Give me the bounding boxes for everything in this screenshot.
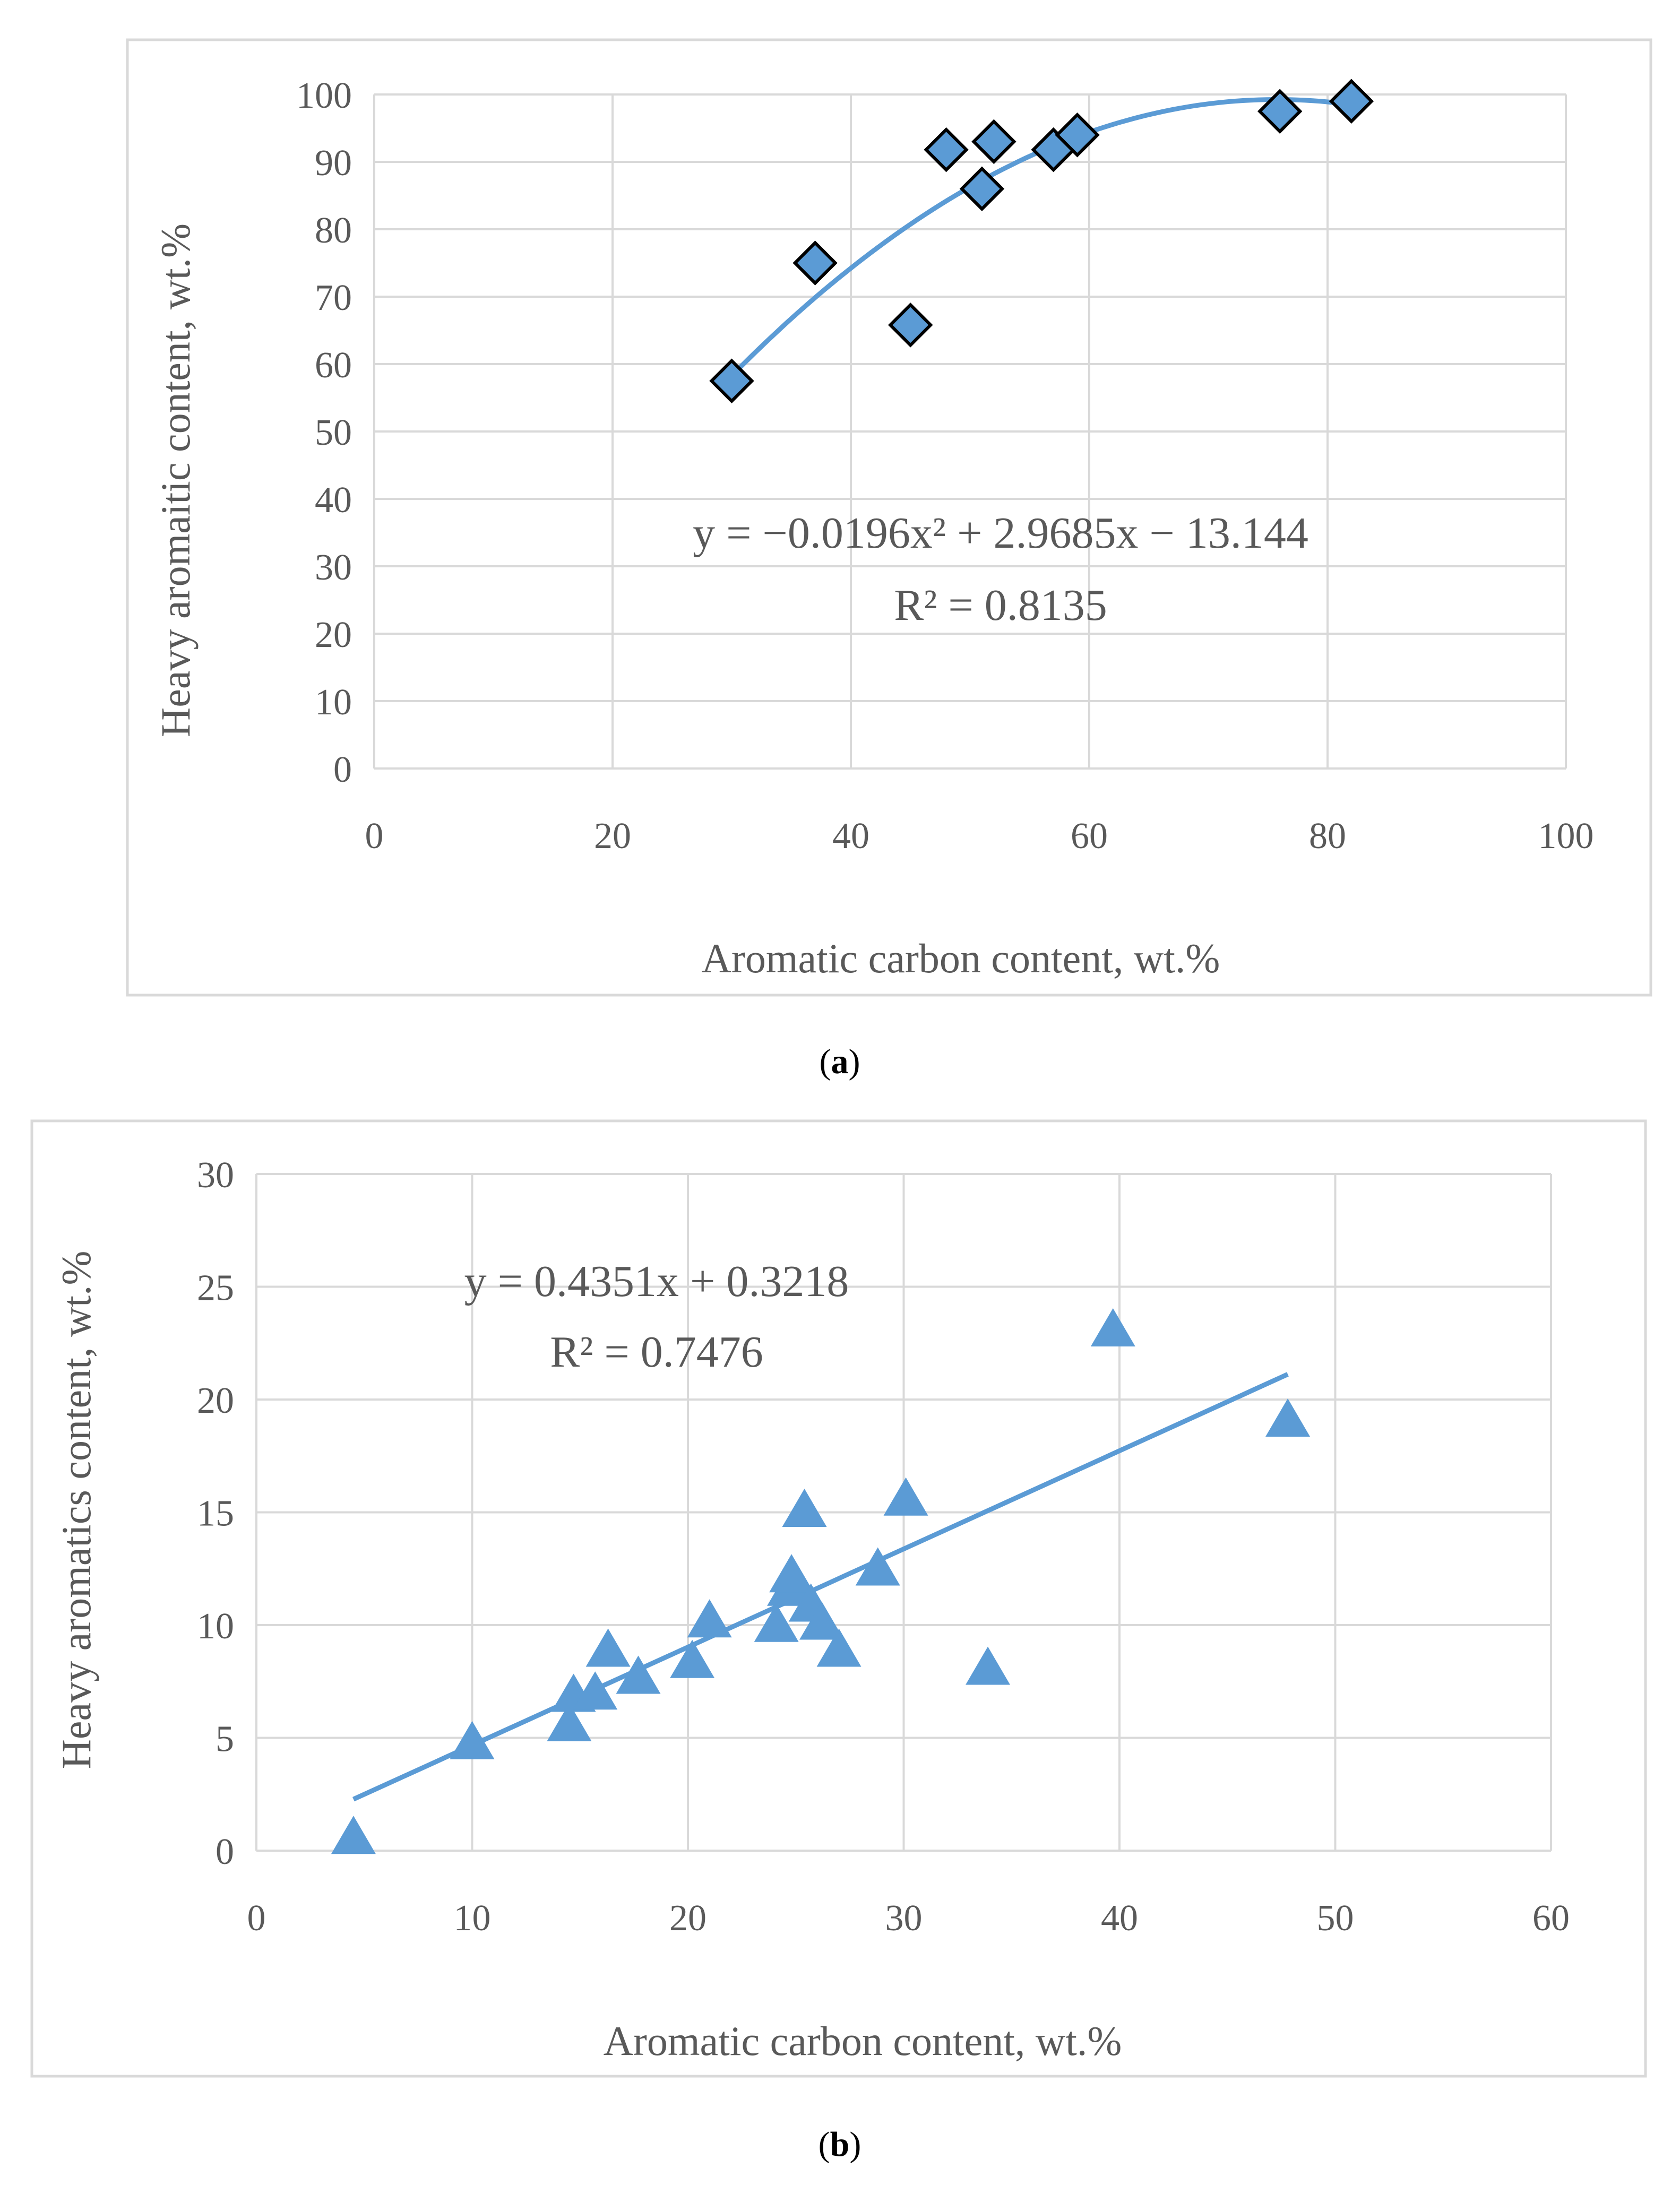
chart-b-data-point xyxy=(883,1477,928,1516)
chart-a-xtick-label: 0 xyxy=(365,816,384,857)
chart-a-ytick-label: 30 xyxy=(315,547,352,588)
chart-a-yticks: 0 10 20 30 40 50 60 70 80 90 100 xyxy=(296,75,352,790)
chart-b-data-point xyxy=(585,1628,631,1667)
chart-b-r-squared: R² = 0.7476 xyxy=(550,1327,763,1377)
chart-b-data-point xyxy=(966,1646,1011,1685)
chart-a-x-axis-title: Aromatic carbon content, wt.% xyxy=(702,935,1220,981)
chart-b-data-point xyxy=(816,1628,861,1667)
chart-a-data-point xyxy=(792,240,838,286)
chart-a-ytick-label: 50 xyxy=(315,412,352,453)
chart-a-ytick-label: 20 xyxy=(315,615,352,655)
chart-b-xtick-label: 0 xyxy=(247,1898,266,1939)
chart-a-grid xyxy=(373,93,1567,770)
chart-a-xtick-label: 20 xyxy=(594,816,631,857)
chart-b-ytick-label: 30 xyxy=(197,1155,234,1196)
chart-b-data-point xyxy=(782,1489,827,1527)
chart-a: 0 10 20 30 40 50 60 70 80 90 100 0 20 40 60 80 100 y = … xyxy=(126,38,1652,1081)
chart-b-data-point xyxy=(769,1554,814,1593)
chart-a-ytick-label: 60 xyxy=(315,345,352,386)
chart-a-points xyxy=(709,79,1374,403)
chart-a-data-point xyxy=(971,119,1016,165)
chart-b-data-point xyxy=(670,1639,715,1678)
chart-b-y-axis-title: Heavy aromatics content, wt.% xyxy=(53,1251,99,1769)
chart-a-frame xyxy=(126,38,1652,997)
chart-a-panel-label: (a) xyxy=(820,1042,860,1081)
chart-a-data-point xyxy=(709,358,754,403)
chart-b-data-point xyxy=(687,1599,732,1638)
chart-b-ytick-label: 5 xyxy=(216,1719,234,1760)
chart-a-ytick-label: 80 xyxy=(315,210,352,251)
chart-a-xtick-label: 100 xyxy=(1538,816,1594,857)
chart-b-yticks: 0 5 10 15 20 25 30 xyxy=(197,1155,234,1872)
chart-b-ytick-label: 20 xyxy=(197,1380,234,1421)
chart-a-ytick-label: 40 xyxy=(315,480,352,521)
chart-b-data-point xyxy=(754,1603,799,1642)
chart-b-equation: y = 0.4351x + 0.3218 xyxy=(464,1257,849,1306)
chart-b-data-point xyxy=(1265,1398,1311,1437)
chart-b-ytick-label: 0 xyxy=(216,1832,234,1872)
chart-b-xtick-label: 10 xyxy=(454,1898,491,1939)
chart-a-data-point xyxy=(959,166,1005,212)
chart-a-panel-letter: a xyxy=(831,1042,849,1081)
chart-b-xtick-label: 30 xyxy=(885,1898,923,1939)
chart-b-xtick-label: 60 xyxy=(1532,1898,1570,1939)
chart-a-ytick-label: 100 xyxy=(296,75,352,116)
chart-b-data-point xyxy=(616,1655,661,1694)
chart-a-ytick-label: 70 xyxy=(315,278,352,318)
chart-a-ytick-label: 90 xyxy=(315,143,352,184)
chart-b-panel-letter: b xyxy=(830,2125,850,2164)
chart-b-trendline xyxy=(352,1372,1289,1802)
chart-a-data-point xyxy=(1257,89,1303,134)
chart-a-r-squared: R² = 0.8135 xyxy=(894,581,1107,630)
chart-b-frame xyxy=(30,1119,1647,2078)
chart-a-data-point xyxy=(888,303,933,348)
chart-b-data-point xyxy=(855,1547,900,1586)
chart-a-xtick-label: 40 xyxy=(832,816,869,857)
chart-b-xtick-label: 20 xyxy=(669,1898,707,1939)
chart-b-data-point xyxy=(547,1703,592,1741)
chart-a-xtick-label: 60 xyxy=(1071,816,1108,857)
chart-b-data-point xyxy=(573,1671,618,1710)
chart-a-data-point xyxy=(924,127,969,172)
chart-b-ytick-label: 25 xyxy=(197,1268,234,1309)
chart-b-xticks: 0 10 20 30 40 50 60 xyxy=(247,1898,1570,1939)
chart-a-data-point xyxy=(1055,112,1100,158)
chart-b-data-point xyxy=(799,1601,845,1640)
chart-a-ytick-label: 10 xyxy=(315,682,352,723)
chart-b-xtick-label: 40 xyxy=(1101,1898,1138,1939)
chart-b-xtick-label: 50 xyxy=(1317,1898,1354,1939)
chart-a-equation: y = −0.0196x² + 2.9685x − 13.144 xyxy=(693,508,1308,558)
chart-b: 0 5 10 15 20 25 30 0 10 20 30 40 50 60 y = 0.4351x +… xyxy=(30,1119,1647,2164)
chart-b-x-axis-title: Aromatic carbon content, wt.% xyxy=(604,2018,1122,2064)
chart-b-ytick-label: 10 xyxy=(197,1606,234,1647)
chart-a-xticks: 0 20 40 60 80 100 xyxy=(365,816,1594,857)
chart-a-y-axis-title: Heavy aromaitic content, wt.% xyxy=(152,223,199,737)
chart-b-grid xyxy=(255,1173,1552,1852)
chart-a-data-point xyxy=(1329,79,1374,124)
chart-b-panel-label: (b) xyxy=(819,2125,861,2164)
chart-b-data-point xyxy=(1090,1308,1135,1346)
chart-a-xtick-label: 80 xyxy=(1309,816,1346,857)
chart-b-data-point xyxy=(450,1721,495,1759)
chart-b-points xyxy=(331,1308,1311,1854)
chart-b-data-point xyxy=(331,1816,376,1854)
chart-b-ytick-label: 15 xyxy=(197,1493,234,1534)
chart-a-ytick-label: 0 xyxy=(333,749,352,790)
